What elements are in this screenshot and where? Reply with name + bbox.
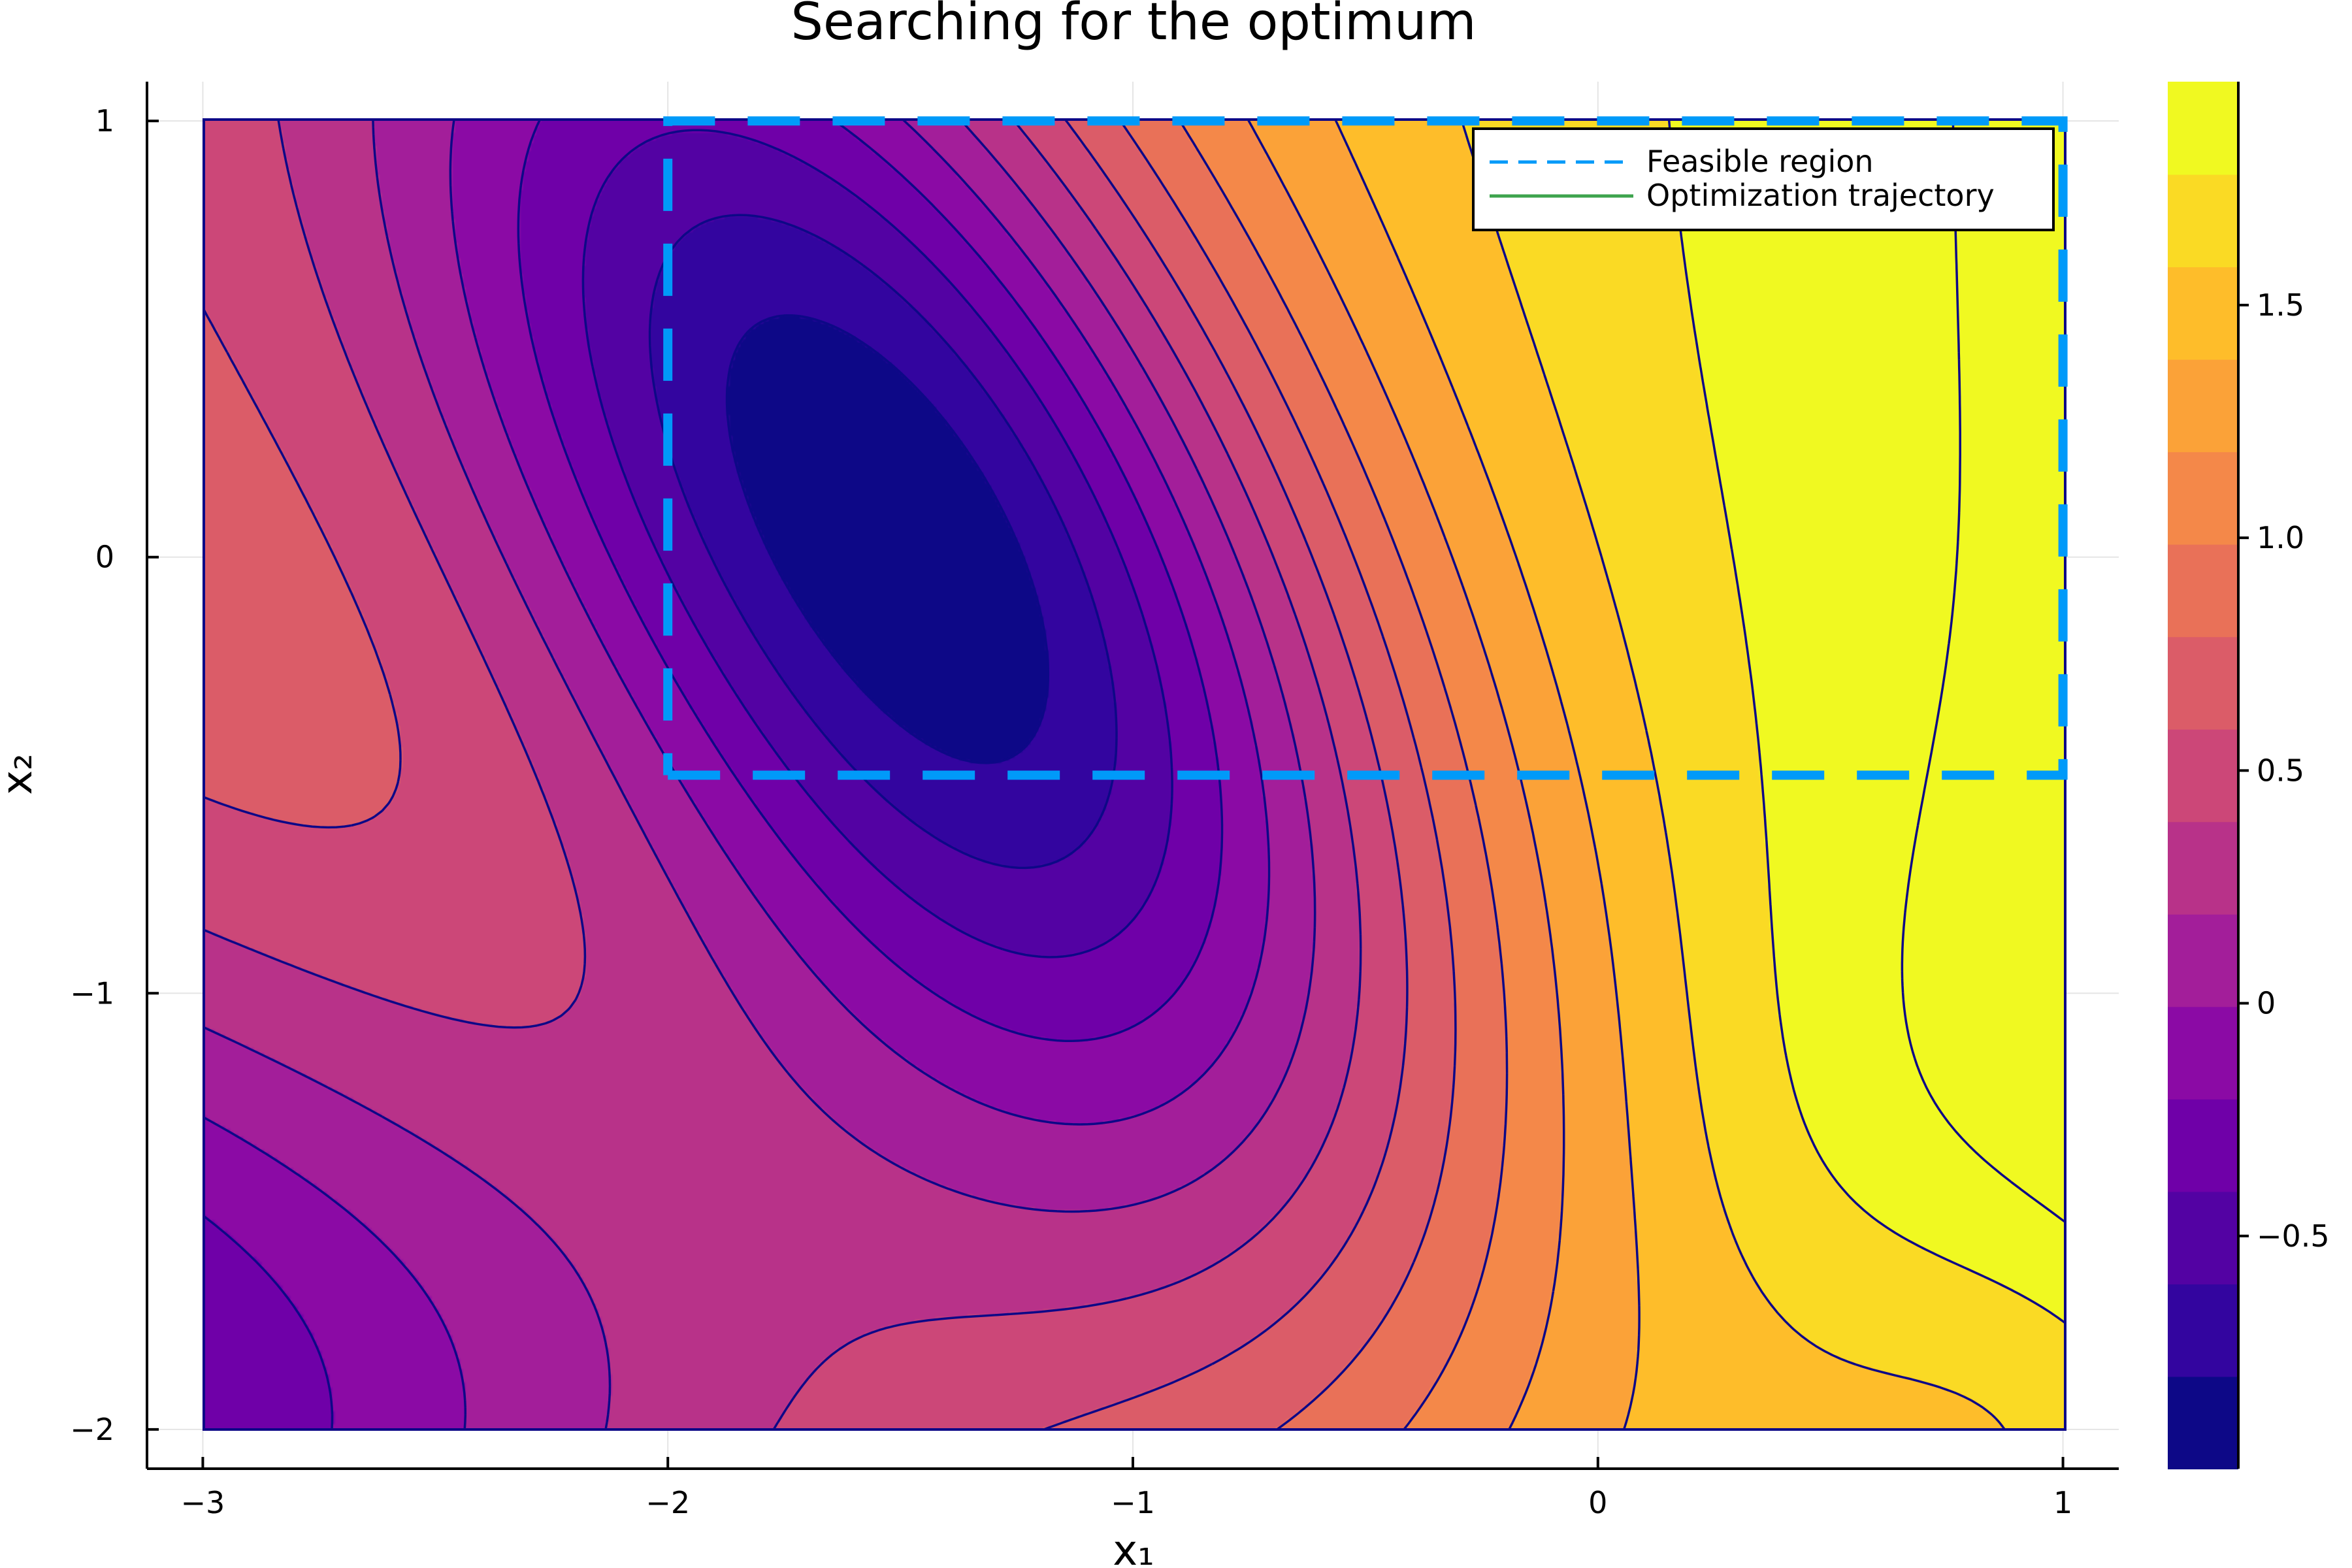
contour-line (204, 120, 1224, 1429)
chart-title: Searching for the optimum (791, 0, 1476, 52)
y-tick-label: −1 (70, 975, 114, 1011)
colorbar-tick-label: 1.0 (2257, 520, 2304, 555)
legend-label-feasible-region: Feasible region (1646, 144, 1874, 179)
y-tick-label: 1 (95, 103, 114, 139)
x-tick-label: −1 (1111, 1485, 1155, 1520)
colorbar-swatch (2168, 82, 2238, 175)
contour-line (1667, 120, 2065, 1324)
legend-label-optimization-trajectory: Optimization trajectory (1646, 178, 1995, 213)
axes: −3 −2 −1 0 1 −2 −1 0 1 (70, 82, 2119, 1520)
colorbar-tick-label: 0 (2257, 986, 2276, 1021)
x-tick-label: −2 (645, 1485, 690, 1520)
colorbar-swatch (2168, 1191, 2238, 1284)
series-layer (663, 116, 2068, 780)
colorbar-swatch (2168, 636, 2238, 730)
colorbar: −0.5 0 0.5 1.0 1.5 (2168, 82, 2330, 1469)
legend-box (1472, 127, 2055, 231)
colorbar-tick-label: 0.5 (2257, 753, 2304, 788)
colorbar-swatch (2168, 359, 2238, 453)
contour-line (581, 129, 1173, 958)
y-tick-label: 0 (95, 540, 114, 575)
colorbar-swatch (2168, 267, 2238, 360)
x-tick-label: 0 (1588, 1485, 1607, 1520)
contour-line (1247, 120, 1565, 1429)
x-axis-label: x₁ (1113, 1527, 1154, 1568)
contour-line (204, 120, 1362, 1429)
contour-line (648, 214, 1118, 870)
colorbar-tick-label: −0.5 (2257, 1218, 2330, 1254)
legend: Feasible region Optimization trajectory (1472, 127, 2055, 231)
colorbar-tick-label: 1.5 (2257, 287, 2304, 323)
y-axis-label: x₂ (0, 753, 42, 795)
contour-lines (204, 120, 2065, 1429)
colorbar-swatch (2168, 1283, 2238, 1377)
contour-line (725, 314, 1050, 764)
colorbar-swatch (2168, 728, 2238, 823)
colorbar-swatch (2168, 1376, 2238, 1469)
colorbar-swatch (2168, 1006, 2238, 1100)
contour-line (204, 120, 1271, 1429)
colorbar-swatch (2168, 174, 2238, 268)
colorbar-swatch (2168, 451, 2238, 545)
y-tick-label: −2 (70, 1412, 114, 1447)
colorbar-swatch (2168, 821, 2238, 915)
x-tick-label: −3 (181, 1485, 225, 1520)
colorbar-swatch (2168, 913, 2238, 1007)
colorbar-swatch (2168, 1098, 2238, 1192)
feasible-region-boundary (663, 116, 2068, 780)
colorbar-swatch (2168, 544, 2238, 638)
x-tick-label: 1 (2053, 1485, 2072, 1520)
contour-line (204, 120, 1316, 1429)
